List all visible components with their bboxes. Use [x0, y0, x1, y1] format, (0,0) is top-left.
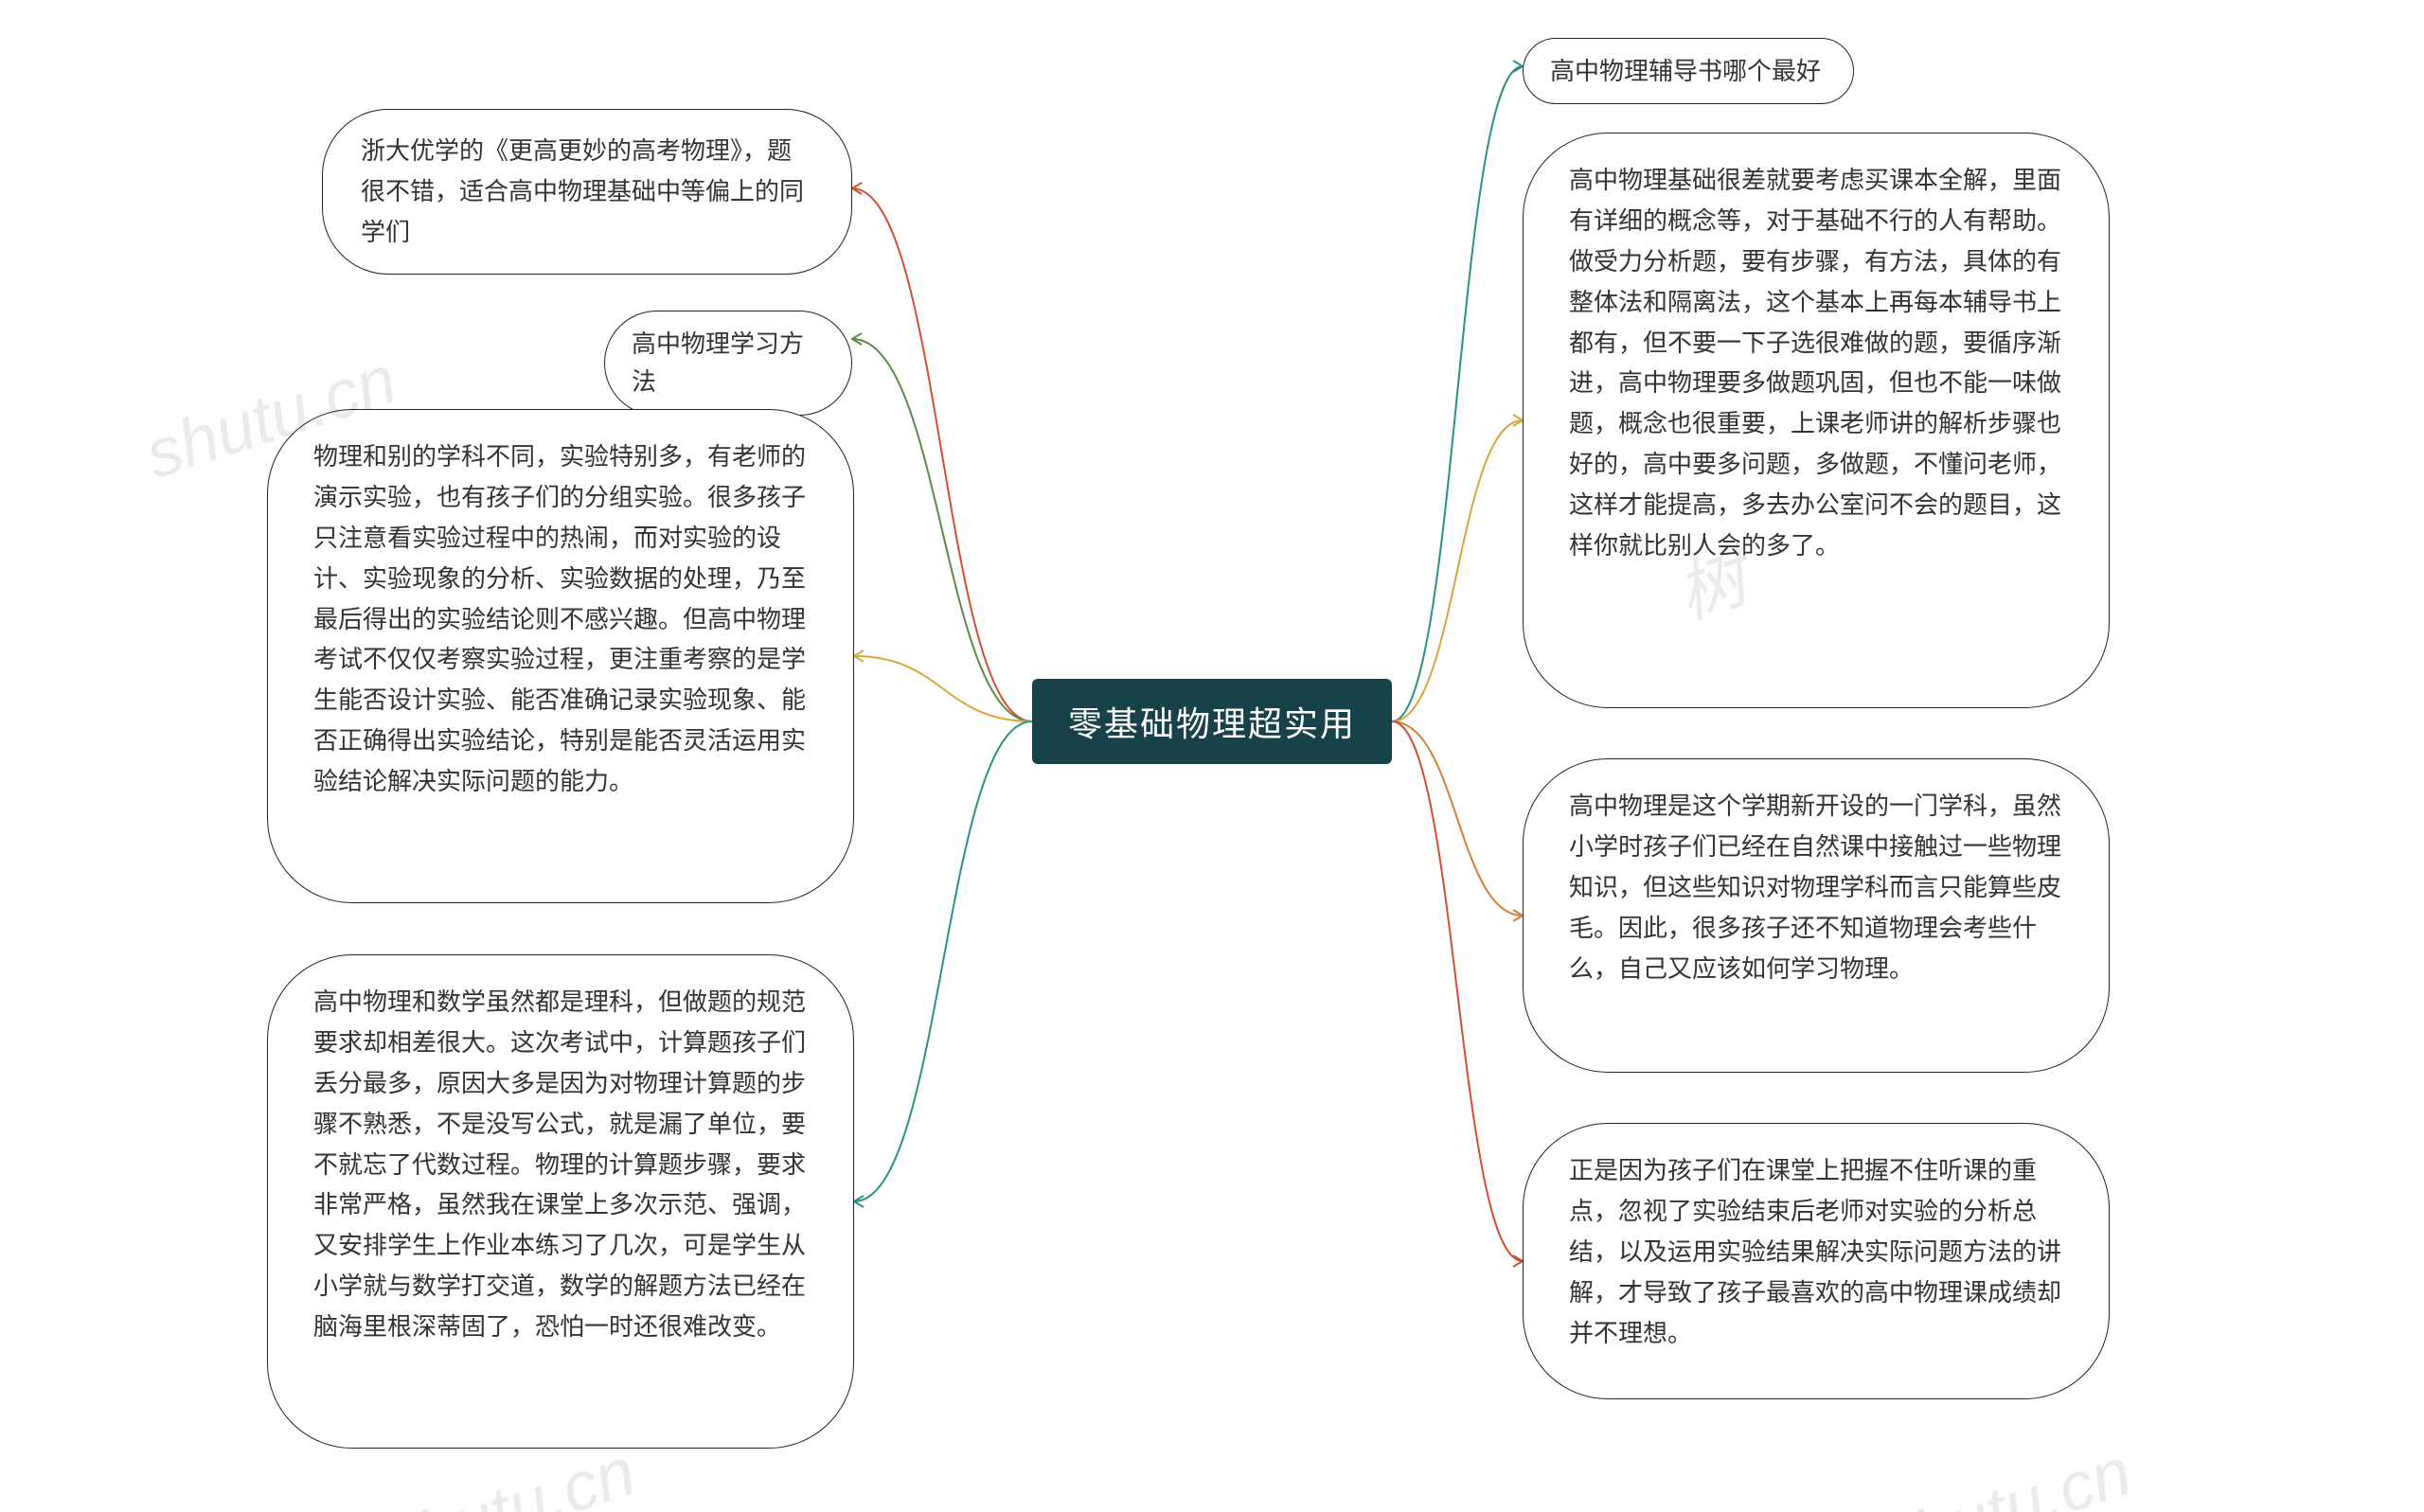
node-text: 高中物理基础很差就要考虑买课本全解，里面有详细的概念等，对于基础不行的人有帮助。…	[1524, 133, 2109, 593]
center-label: 零基础物理超实用	[1068, 697, 1356, 746]
center-node: 零基础物理超实用	[1032, 679, 1392, 764]
node-text: 高中物理是这个学期新开设的一门学科，虽然小学时孩子们已经在自然课中接触过一些物理…	[1524, 759, 2109, 1015]
node-guide-book-question: 高中物理辅导书哪个最好	[1523, 38, 1854, 104]
node-new-subject: 高中物理是这个学期新开设的一门学科，虽然小学时孩子们已经在自然课中接触过一些物理…	[1523, 758, 2110, 1073]
node-study-method: 高中物理学习方法	[604, 311, 852, 416]
node-text: 物理和别的学科不同，实验特别多，有老师的演示实验，也有孩子们的分组实验。很多孩子…	[268, 410, 853, 828]
watermark: 树图 shutu.cn	[1718, 1415, 2141, 1512]
node-math-diff: 高中物理和数学虽然都是理科，但做题的规范要求却相差很大。这次考试中，计算题孩子们…	[267, 954, 854, 1449]
node-text: 浙大优学的《更高更妙的高考物理》，题很不错，适合高中物理基础中等偏上的同学们	[323, 110, 851, 274]
node-text: 高中物理学习方法	[605, 311, 851, 415]
node-class-focus: 正是因为孩子们在课堂上把握不住听课的重点，忽视了实验结束后老师对实验的分析总结，…	[1523, 1123, 2110, 1399]
node-text: 高中物理和数学虽然都是理科，但做题的规范要求却相差很大。这次考试中，计算题孩子们…	[268, 955, 853, 1374]
node-basic-advice: 高中物理基础很差就要考虑买课本全解，里面有详细的概念等，对于基础不行的人有帮助。…	[1523, 133, 2110, 708]
node-text: 正是因为孩子们在课堂上把握不住听课的重点，忽视了实验结束后老师对实验的分析总结，…	[1524, 1124, 2109, 1379]
mindmap-stage: 零基础物理超实用 高中物理辅导书哪个最好 高中物理基础很差就要考虑买课本全解，里…	[0, 0, 2424, 1512]
node-experiments: 物理和别的学科不同，实验特别多，有老师的演示实验，也有孩子们的分组实验。很多孩子…	[267, 409, 854, 903]
node-text: 高中物理辅导书哪个最好	[1524, 39, 1853, 103]
node-zheda-book: 浙大优学的《更高更妙的高考物理》，题很不错，适合高中物理基础中等偏上的同学们	[322, 109, 852, 275]
